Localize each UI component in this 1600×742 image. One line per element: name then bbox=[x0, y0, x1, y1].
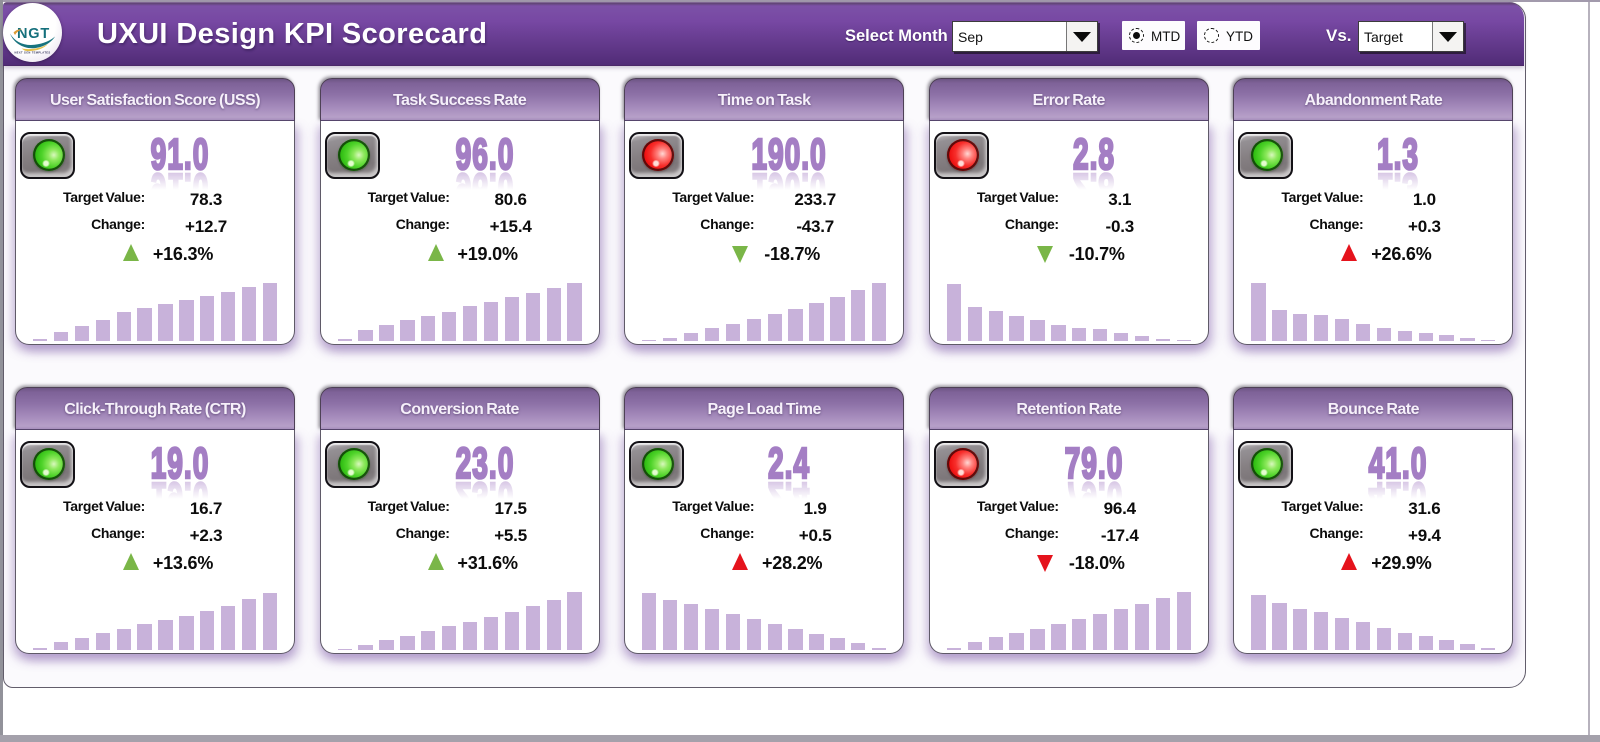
svg-text:NGT: NGT bbox=[17, 26, 50, 42]
svg-text:NEXT GEN TEMPLATES: NEXT GEN TEMPLATES bbox=[15, 51, 51, 55]
